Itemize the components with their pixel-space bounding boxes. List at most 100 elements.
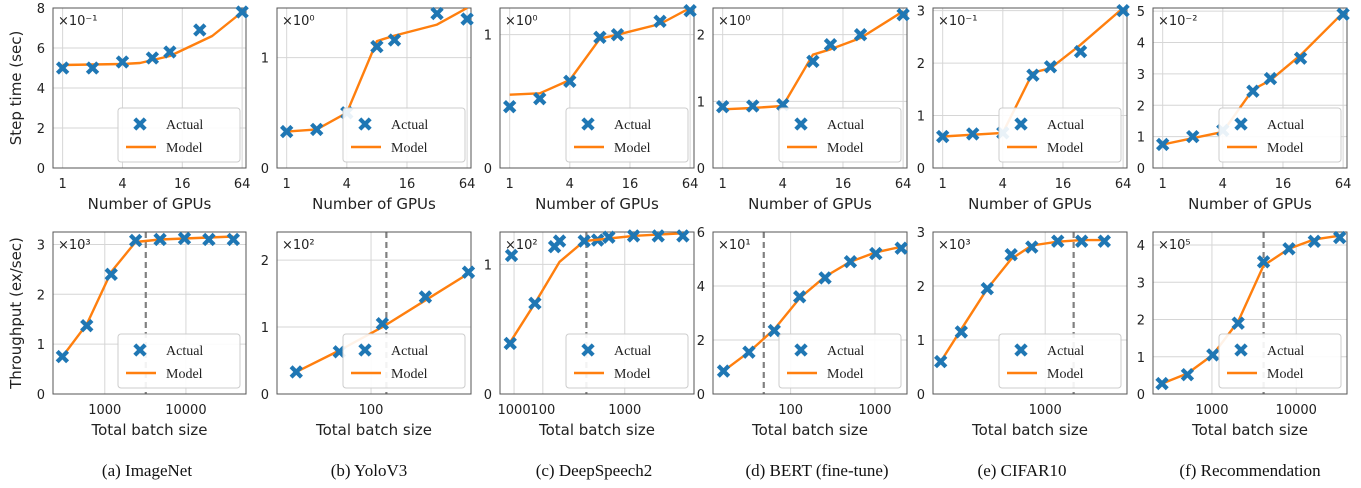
legend-model-label: Model (614, 367, 651, 382)
plot-area (509, 232, 683, 343)
x-axis-label: Total batch size (971, 421, 1088, 439)
legend-actual-marker-b (1014, 343, 1028, 357)
x-axis-label: Number of GPUs (968, 195, 1092, 213)
actual-marker-b (651, 229, 665, 243)
actual-point (954, 325, 968, 339)
actual-marker-b (1282, 242, 1296, 256)
actual-marker-b (1004, 247, 1018, 262)
legend: Actual Model (1218, 107, 1342, 163)
y-tick-label: 3 (1137, 276, 1145, 291)
actual-point (375, 317, 390, 331)
actual-point (503, 336, 517, 351)
actual-point (430, 6, 444, 21)
y-tick-label: 0 (37, 388, 45, 403)
y-tick-label: 4 (697, 280, 705, 295)
legend-actual-label: Actual (166, 118, 203, 133)
legend-actual-label: Actual (166, 344, 203, 359)
x-tick-label: 16 (174, 177, 191, 192)
legend: Actual Model (117, 333, 241, 389)
actual-marker-b (202, 232, 216, 247)
legend: Actual Model (778, 107, 902, 163)
y-tick-label: 1 (484, 258, 492, 273)
actual-point (823, 37, 838, 52)
axes-frame (712, 231, 908, 395)
actual-marker-b (1116, 3, 1130, 18)
y-tick-label: 2 (1137, 99, 1145, 114)
actual-marker-b (1097, 234, 1112, 248)
actual-marker-b (1186, 129, 1200, 144)
x-tick-label: 64 (1115, 177, 1132, 192)
actual-marker-b (1073, 44, 1088, 59)
actual-point (552, 234, 567, 248)
y-tick-label: 0 (37, 162, 45, 177)
legend: Actual Model (1218, 333, 1342, 389)
x-tick-label: 64 (1335, 177, 1352, 192)
y-tick-label: 2 (37, 122, 45, 137)
actual-marker-b (226, 232, 241, 247)
actual-marker-b (716, 364, 731, 378)
y-tick-label: 0 (484, 162, 492, 177)
y-tick-label: 5 (1137, 5, 1145, 20)
y-tick-label: 1 (1137, 131, 1145, 146)
legend-actual-marker-b (1234, 343, 1248, 357)
caption-c: (c) DeepSpeech2 (536, 461, 653, 480)
actual-marker-b (370, 39, 384, 54)
actual-marker-b (966, 127, 980, 141)
actual-marker-b (235, 5, 249, 19)
legend-actual-marker-b (133, 343, 147, 357)
legend-actual-label: Actual (827, 118, 864, 133)
actual-marker-b (1246, 84, 1260, 98)
legend-actual-label: Actual (1267, 344, 1304, 359)
actual-marker-b (935, 129, 950, 144)
actual-marker-b (602, 230, 616, 244)
actual-point (806, 54, 820, 69)
actual-point (1246, 84, 1260, 98)
actual-point (289, 365, 303, 379)
actual-marker-b (653, 14, 667, 29)
y-tick-label: 1 (917, 110, 925, 125)
x-tick-label: 1 (506, 177, 514, 192)
y-tick-label: 0 (1137, 388, 1145, 403)
legend: Actual Model (342, 333, 466, 389)
actual-point (853, 27, 868, 42)
legend-model-label: Model (391, 367, 428, 382)
legend-actual-marker-b (794, 117, 808, 131)
legend-actual-marker-b (581, 343, 595, 357)
actual-point (163, 45, 177, 59)
scale-multiplier: ×10² (505, 238, 538, 253)
legend-actual-marker-b (358, 343, 372, 357)
x-tick-label: 64 (682, 177, 699, 192)
actual-marker-b (115, 55, 130, 69)
actual-point (563, 74, 577, 89)
x-axis-label: Number of GPUs (312, 195, 436, 213)
axes-frame (52, 7, 247, 169)
actual-point (1293, 51, 1308, 65)
y-tick-label: 1 (261, 52, 269, 67)
actual-point (370, 39, 384, 54)
chart-panel-11: 1000 0 1 2 3 Total batch size ×10³ Actual Model (917, 226, 1128, 439)
actual-point (683, 3, 697, 18)
actual-point (1051, 234, 1065, 248)
actual-marker-b (746, 99, 760, 113)
scale-multiplier: ×10⁰ (505, 14, 538, 29)
axes-frame (276, 7, 472, 169)
actual-marker-b (1026, 68, 1040, 82)
actual-point (980, 282, 994, 296)
plot-area (939, 238, 1105, 363)
actual-marker-b (177, 231, 192, 246)
actual-marker-b (55, 61, 70, 75)
y-tick-label: 4 (37, 82, 45, 97)
actual-marker-b (80, 319, 94, 333)
scale-multiplier: ×10² (282, 238, 315, 253)
actual-marker-b (163, 45, 177, 59)
actual-marker-b (1256, 255, 1271, 269)
actual-point (1307, 234, 1322, 248)
legend-actual-label: Actual (391, 344, 428, 359)
actual-point (1231, 316, 1245, 330)
actual-marker-b (823, 37, 838, 52)
axes-frame (499, 7, 695, 169)
actual-point (193, 23, 207, 37)
actual-marker-b (552, 234, 567, 248)
actual-marker-b (1263, 71, 1278, 86)
legend-actual-label: Actual (614, 118, 651, 133)
